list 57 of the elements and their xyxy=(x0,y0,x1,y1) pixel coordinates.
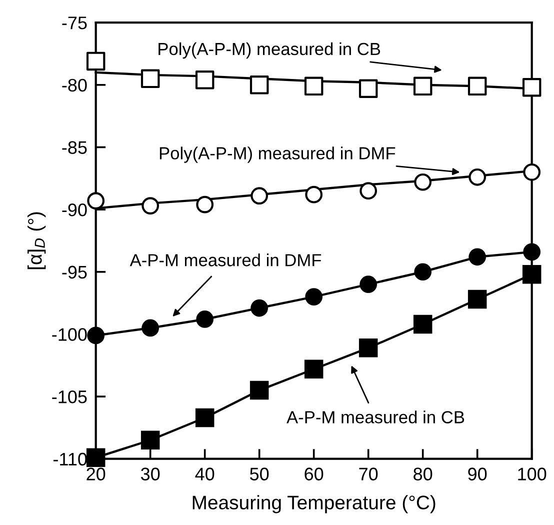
y-tick-label: -75 xyxy=(62,16,87,30)
point xyxy=(195,408,214,428)
x-tick-label: 60 xyxy=(304,468,324,480)
x-tick-label: 50 xyxy=(250,468,269,480)
x-tick-label: 70 xyxy=(359,468,378,480)
x-tick-label: 100 xyxy=(518,468,546,480)
y-tick-label: -85 xyxy=(62,141,87,154)
point xyxy=(196,196,214,214)
point xyxy=(305,186,323,204)
point xyxy=(522,264,542,284)
point xyxy=(142,197,160,214)
point xyxy=(468,76,487,96)
x-tick-label: 20 xyxy=(86,468,106,480)
point xyxy=(196,310,214,328)
y-tick-label: -95 xyxy=(62,266,87,279)
point xyxy=(414,173,432,191)
point xyxy=(140,430,160,450)
x-tick-label: 90 xyxy=(468,468,487,480)
point xyxy=(250,187,268,205)
point xyxy=(413,314,432,334)
point xyxy=(413,76,432,96)
point xyxy=(250,380,269,400)
point xyxy=(523,163,541,181)
point xyxy=(142,319,160,337)
point xyxy=(140,69,160,88)
point xyxy=(360,182,378,200)
x-tick-label: 80 xyxy=(414,468,432,480)
point xyxy=(358,338,378,358)
annotation: Poly(A-P-M) measured in DMF xyxy=(160,146,396,163)
point xyxy=(86,52,106,71)
annotation: A-P-M measured in DMF xyxy=(130,254,322,266)
y-axis-title: [α]$_{D}$ (°) xyxy=(28,212,46,270)
point xyxy=(250,76,269,94)
point xyxy=(305,288,323,306)
point xyxy=(468,248,486,266)
point xyxy=(522,78,542,97)
y-tick-label: -110 xyxy=(54,452,87,466)
point xyxy=(250,299,268,317)
point xyxy=(304,76,324,96)
y-tick-label: -100 xyxy=(52,328,87,341)
point xyxy=(304,360,324,378)
annotation: A-P-M measured in CB xyxy=(286,410,464,424)
point xyxy=(195,70,214,90)
point xyxy=(468,168,486,186)
point xyxy=(468,290,487,309)
annotation: Poly(A-P-M) measured in CB xyxy=(158,42,380,59)
x-axis-title: Measuring Temperature (°C) xyxy=(192,495,436,514)
x-tick-label: 40 xyxy=(195,468,214,480)
point xyxy=(86,448,106,467)
point xyxy=(358,79,378,98)
x-tick-label: 30 xyxy=(140,468,160,480)
y-tick-label: -90 xyxy=(62,203,87,216)
point xyxy=(523,243,541,261)
y-tick-label: -80 xyxy=(62,78,87,92)
point xyxy=(360,276,378,294)
point xyxy=(414,263,432,281)
y-tick-label: -105 xyxy=(52,390,87,404)
